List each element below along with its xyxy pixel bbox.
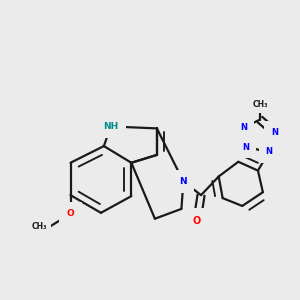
Text: CH₃: CH₃ — [32, 222, 47, 231]
Text: N: N — [243, 142, 250, 152]
Text: CH₃: CH₃ — [252, 100, 268, 109]
Text: NH: NH — [103, 122, 118, 131]
Text: N: N — [265, 148, 272, 157]
Text: O: O — [193, 216, 201, 226]
Text: N: N — [271, 128, 278, 137]
Text: N: N — [241, 123, 248, 132]
Text: N: N — [180, 177, 187, 186]
Text: O: O — [67, 209, 74, 218]
